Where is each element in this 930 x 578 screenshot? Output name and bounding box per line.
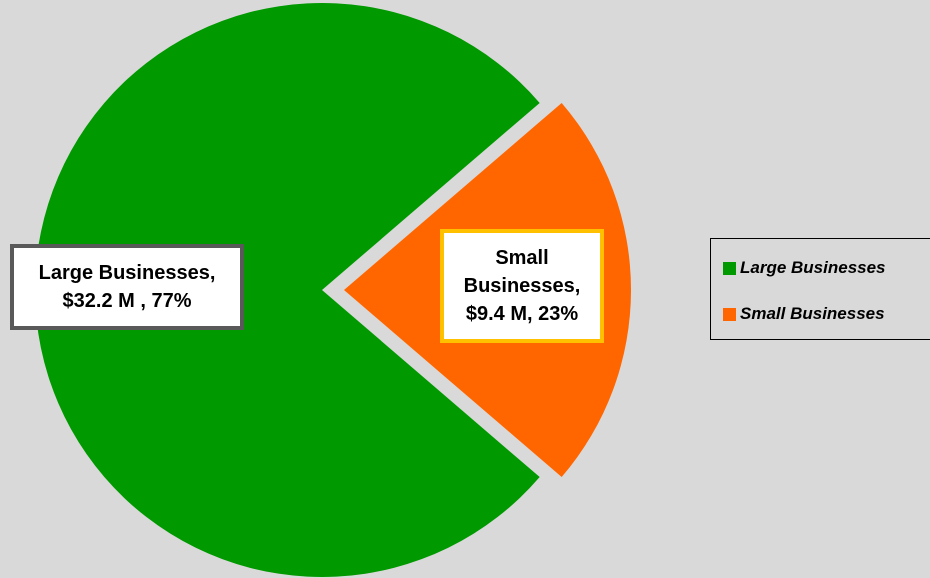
legend: Large Businesses Small Businesses (710, 238, 930, 340)
data-label-small-line-1: Small (495, 247, 549, 269)
data-label-large-line-2: $32.2 M , 77% (62, 290, 192, 312)
data-label-small-line-2: Businesses, (463, 275, 581, 297)
legend-swatch-small-businesses (723, 307, 736, 321)
data-label-small-businesses: Small Businesses, $9.4 M, 23% (440, 229, 604, 343)
legend-item-small-businesses[interactable]: Small Businesses (711, 291, 930, 337)
legend-swatch-large-businesses (723, 261, 736, 275)
pie-slice-large-businesses[interactable] (35, 3, 540, 578)
legend-item-large-businesses[interactable]: Large Businesses (711, 245, 930, 291)
legend-label-large-businesses: Large Businesses (740, 258, 886, 277)
data-label-large-line-1: Large Businesses, (38, 262, 216, 284)
data-label-large-businesses: Large Businesses, $32.2 M , 77% (10, 244, 244, 330)
legend-label-small-businesses: Small Businesses (740, 304, 885, 323)
data-label-small-line-3: $9.4 M, 23% (465, 303, 579, 325)
